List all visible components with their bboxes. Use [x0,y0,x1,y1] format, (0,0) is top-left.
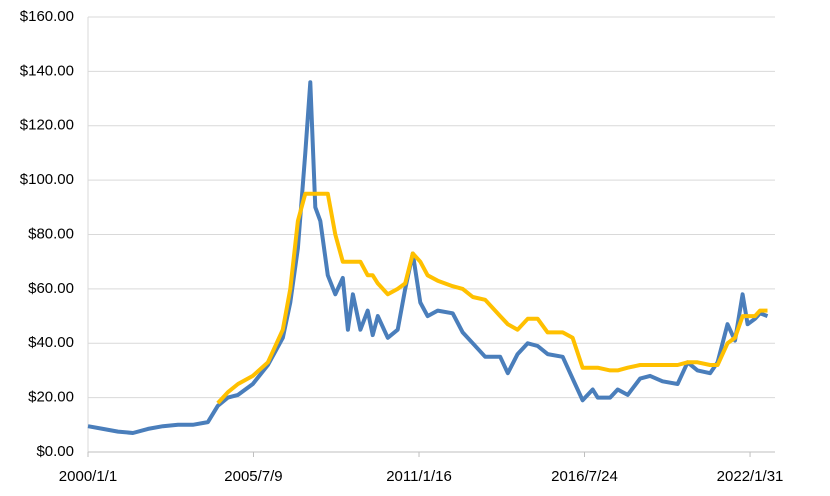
y-tick-label: $160.00 [20,8,74,25]
data-line [216,191,768,405]
x-tick-label: 2005/7/9 [224,468,282,485]
y-tick-label: $100.00 [20,171,74,188]
x-tick-label: 2016/7/24 [551,468,618,485]
x-tick-label: 2011/1/16 [386,468,452,485]
y-tick-label: $140.00 [20,62,74,79]
x-tick-label: 2022/1/31 [717,468,784,485]
x-tick-label: 2000/1/1 [59,468,117,485]
y-tick-label: $40.00 [28,334,74,351]
y-tick-label: $80.00 [28,225,74,242]
y-tick-label: $120.00 [20,117,74,134]
y-tick-label: $20.00 [28,389,74,406]
y-tick-label: $60.00 [28,280,74,297]
data-line [87,80,769,435]
y-tick-label: $0.00 [36,443,74,460]
